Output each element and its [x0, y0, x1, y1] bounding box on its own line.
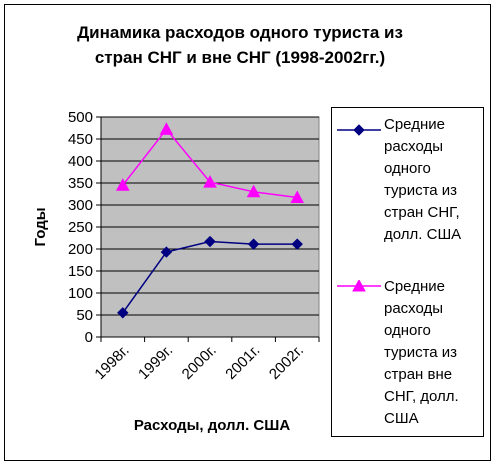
data-point: [246, 184, 261, 198]
x-tick-label: 1999г.: [135, 342, 176, 383]
legend-swatch-marker: [352, 280, 366, 292]
legend-label-line: СНГ, долл.: [384, 388, 459, 405]
legend-swatch-marker: [353, 124, 365, 136]
x-axis-title: Расходы, долл. США: [134, 417, 291, 434]
y-tick-label: 300: [68, 197, 93, 214]
data-point: [160, 246, 173, 258]
data-point: [115, 178, 130, 191]
legend-label-line: расходы: [384, 138, 444, 155]
legend-swatch-non-cis: [337, 280, 381, 292]
x-tick-label: 1998г.: [91, 342, 132, 383]
data-point: [204, 235, 216, 248]
legend-label-non-cis: Средние расходы одного туриста из стран вне С…: [384, 276, 482, 430]
x-tick-label: 2002г.: [266, 342, 307, 383]
chart-title-line-1: Динамика расходов одного туриста из: [77, 23, 403, 42]
x-tick-label: 2000г.: [179, 342, 220, 383]
series-1: [115, 122, 305, 204]
series-group: [115, 122, 305, 319]
data-point: [203, 175, 217, 188]
x-tick-labels: 1998г. 1999г. 2000г. 2001г. 2002г.: [91, 342, 307, 383]
data-point: [117, 307, 129, 319]
legend-label-line: туриста из: [384, 182, 458, 199]
y-axis-title: Годы: [32, 207, 49, 246]
legend-label-line: США: [384, 410, 419, 427]
legend-label-line: одного: [384, 160, 431, 177]
legend-label-line: долл. США: [384, 226, 462, 243]
y-tick-labels: 0 50 100 150 200 250 300 350 400 450 500: [68, 109, 93, 346]
y-tick-label: 50: [76, 307, 93, 324]
y-tick-label: 100: [68, 285, 93, 302]
legend: Средние расходы одного туриста из стран СНГ,…: [331, 107, 484, 437]
series-0: [117, 235, 303, 319]
y-tick-label: 450: [68, 131, 93, 148]
data-point: [159, 122, 174, 135]
axes: [100, 117, 320, 342]
legend-label-line: расходы: [384, 300, 444, 317]
legend-label-line: Средние: [384, 278, 445, 295]
data-point: [291, 238, 303, 250]
y-tick-label: 500: [68, 109, 93, 126]
y-tick-label: 150: [68, 263, 93, 280]
legend-label-cis: Средние расходы одного туриста из стран СНГ,…: [384, 114, 482, 246]
gridlines: [96, 116, 319, 338]
data-point: [247, 238, 260, 250]
y-tick-label: 0: [85, 329, 93, 346]
chart-title-line-2: стран СНГ и вне СНГ (1998-2002гг.): [94, 48, 386, 67]
legend-swatch-cis: [337, 124, 381, 136]
y-tick-label: 400: [68, 153, 93, 170]
y-tick-label: 350: [68, 175, 93, 192]
data-point: [290, 190, 305, 204]
legend-label-line: Средние: [384, 116, 445, 133]
legend-label-line: стран СНГ,: [384, 204, 460, 221]
legend-label-line: одного: [384, 322, 431, 339]
y-tick-label: 200: [68, 241, 93, 258]
chart-title: Динамика расходов одного туриста из стра…: [40, 20, 440, 70]
legend-label-line: туриста из: [384, 344, 458, 361]
x-tick-label: 2001г.: [222, 342, 263, 383]
y-tick-label: 250: [68, 219, 93, 236]
legend-label-line: стран вне: [384, 366, 453, 383]
